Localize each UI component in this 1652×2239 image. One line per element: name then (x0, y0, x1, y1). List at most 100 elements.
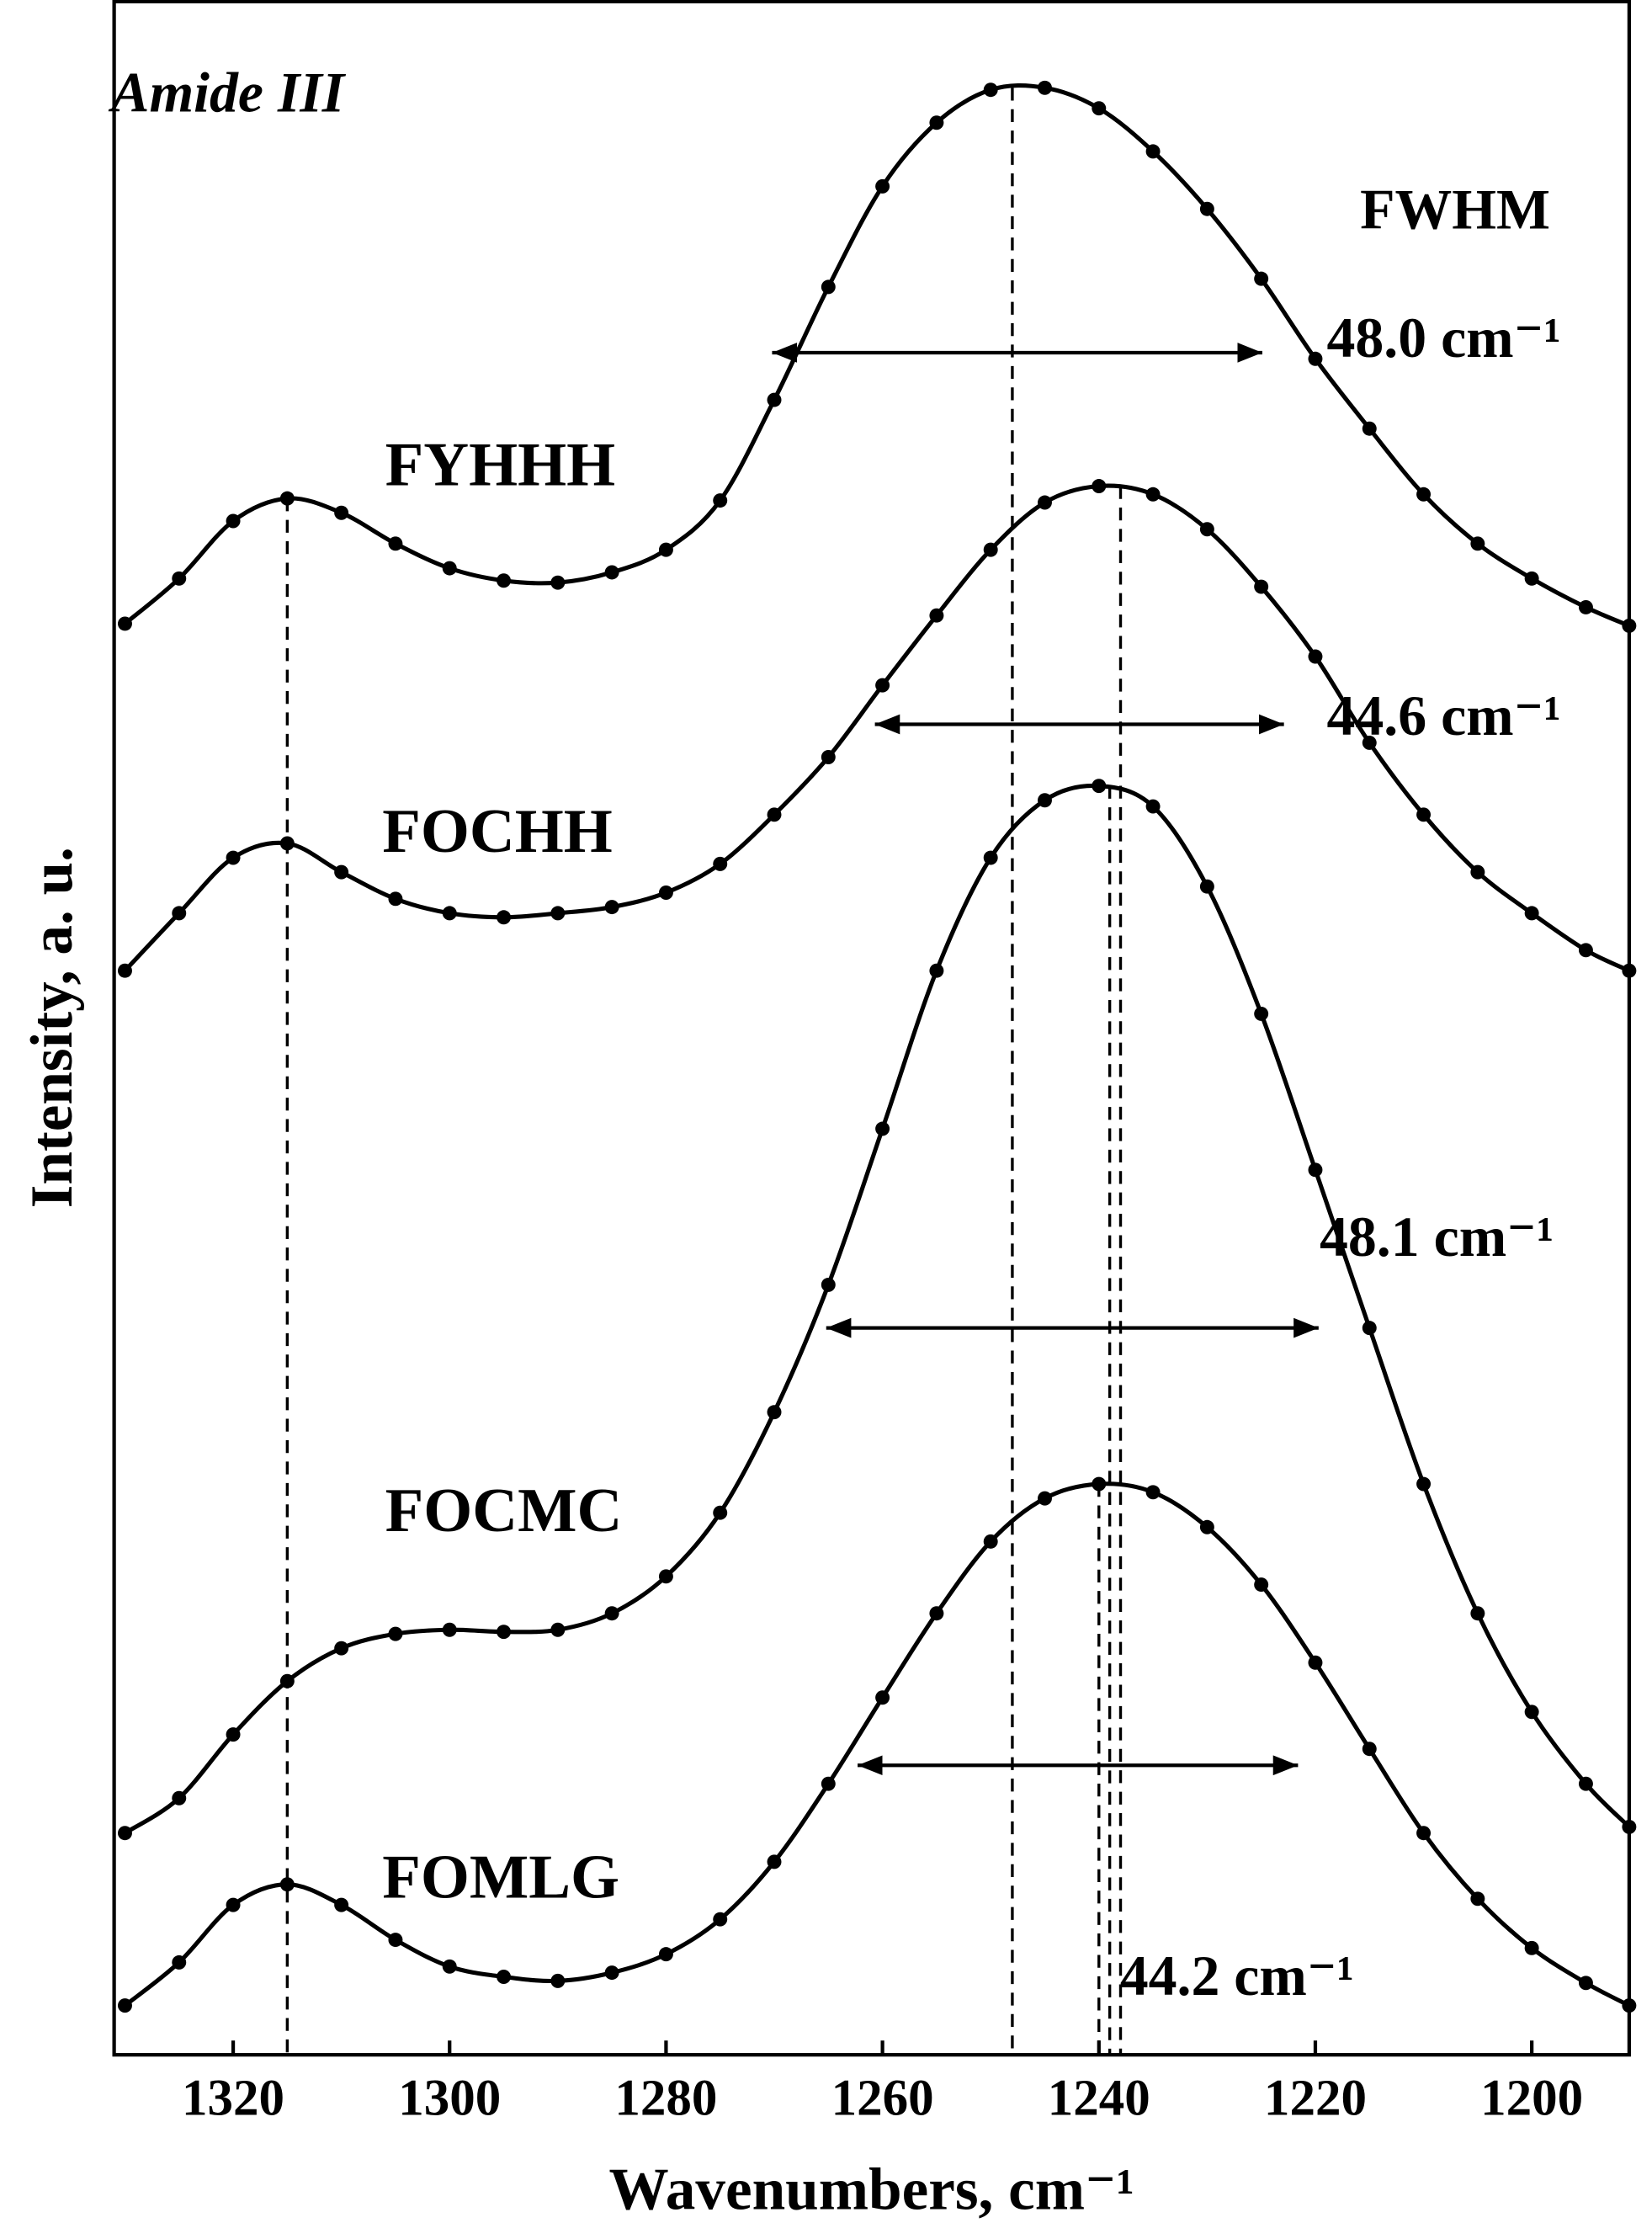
data-point (550, 1973, 566, 1988)
data-point (821, 279, 836, 295)
data-point (929, 1606, 944, 1621)
fwhm-label: 44.6 cm⁻¹ (1327, 684, 1561, 747)
data-point (767, 392, 782, 407)
series-label: FOMLG (382, 1843, 619, 1912)
data-point (550, 575, 566, 590)
data-point (1254, 271, 1269, 286)
data-point (713, 1505, 728, 1520)
series-label: FOCHH (382, 797, 612, 866)
data-point (604, 565, 619, 580)
data-point (1416, 487, 1432, 502)
data-point (1199, 879, 1214, 894)
data-point (1416, 1476, 1432, 1492)
data-point (497, 1970, 512, 1984)
data-point (1145, 144, 1161, 159)
chart-title: Amide III (108, 61, 346, 124)
data-point (279, 491, 295, 506)
data-point (1362, 1742, 1377, 1757)
data-point (983, 82, 998, 98)
data-point (1145, 1485, 1161, 1500)
data-point (821, 750, 836, 764)
data-point (388, 536, 403, 551)
data-point (1199, 1519, 1214, 1534)
data-point (442, 1622, 457, 1637)
data-point (767, 1405, 782, 1420)
data-point (604, 1965, 619, 1981)
data-point (983, 542, 998, 557)
data-point (172, 906, 187, 921)
data-point (1092, 101, 1107, 116)
data-point (929, 963, 944, 978)
data-point (117, 963, 132, 978)
data-point (1416, 807, 1432, 822)
data-point (875, 678, 890, 693)
data-point (1622, 618, 1637, 633)
data-point (1308, 351, 1323, 366)
data-point (713, 493, 728, 508)
data-point (334, 1641, 349, 1656)
fwhm-label: 44.2 cm⁻¹ (1120, 1944, 1354, 2008)
data-point (117, 616, 132, 631)
data-point (442, 1959, 457, 1974)
data-point (1145, 487, 1161, 502)
data-point (1038, 793, 1052, 808)
data-point (875, 178, 890, 194)
data-point (279, 836, 295, 851)
x-tick-label: 1320 (182, 2070, 284, 2126)
data-point (1578, 1976, 1593, 1991)
x-tick-label: 1300 (398, 2070, 501, 2126)
data-point (1524, 571, 1539, 586)
data-point (1622, 1819, 1637, 1834)
data-point (1524, 1940, 1539, 1955)
data-point (658, 885, 673, 900)
data-point (1622, 963, 1637, 978)
data-point (1578, 599, 1593, 614)
data-point (1362, 421, 1377, 436)
data-point (279, 1673, 295, 1689)
data-point (929, 608, 944, 623)
data-point (1254, 1577, 1269, 1593)
data-point (983, 1534, 998, 1549)
data-point (767, 807, 782, 822)
data-point (1038, 1491, 1052, 1506)
data-point (442, 906, 457, 921)
data-point (226, 1897, 241, 1912)
data-point (226, 850, 241, 865)
data-point (442, 561, 457, 576)
series-label: FYHHH (385, 430, 615, 499)
data-point (1254, 1006, 1269, 1021)
data-point (983, 850, 998, 865)
fwhm-title: FWHM (1360, 178, 1550, 241)
data-point (1578, 1776, 1593, 1791)
data-point (1199, 522, 1214, 537)
data-point (279, 1877, 295, 1892)
data-point (334, 505, 349, 520)
data-point (1092, 1476, 1107, 1492)
data-point (1092, 479, 1107, 493)
data-point (1416, 1826, 1432, 1841)
data-point (1362, 1321, 1377, 1336)
data-point (172, 1954, 187, 1970)
x-tick-label: 1220 (1264, 2070, 1367, 2126)
data-point (497, 573, 512, 588)
data-point (1308, 649, 1323, 664)
data-point (1199, 201, 1214, 216)
data-point (388, 1933, 403, 1948)
data-point (1254, 579, 1269, 594)
y-axis-title: Intensity, a. u. (19, 847, 85, 1208)
data-point (1578, 943, 1593, 958)
data-point (821, 1277, 836, 1292)
x-axis-title: Wavenumbers, cm⁻¹ (609, 2157, 1134, 2222)
data-point (604, 900, 619, 915)
data-point (1145, 799, 1161, 814)
data-point (875, 1121, 890, 1136)
data-point (1470, 536, 1485, 551)
series-label: FOCMC (385, 1476, 623, 1545)
fwhm-label: 48.0 cm⁻¹ (1327, 306, 1561, 370)
x-tick-label: 1280 (614, 2070, 717, 2126)
data-point (604, 1606, 619, 1621)
series-line (124, 783, 1631, 1835)
series-line (123, 483, 1630, 973)
data-point (1470, 1891, 1485, 1907)
